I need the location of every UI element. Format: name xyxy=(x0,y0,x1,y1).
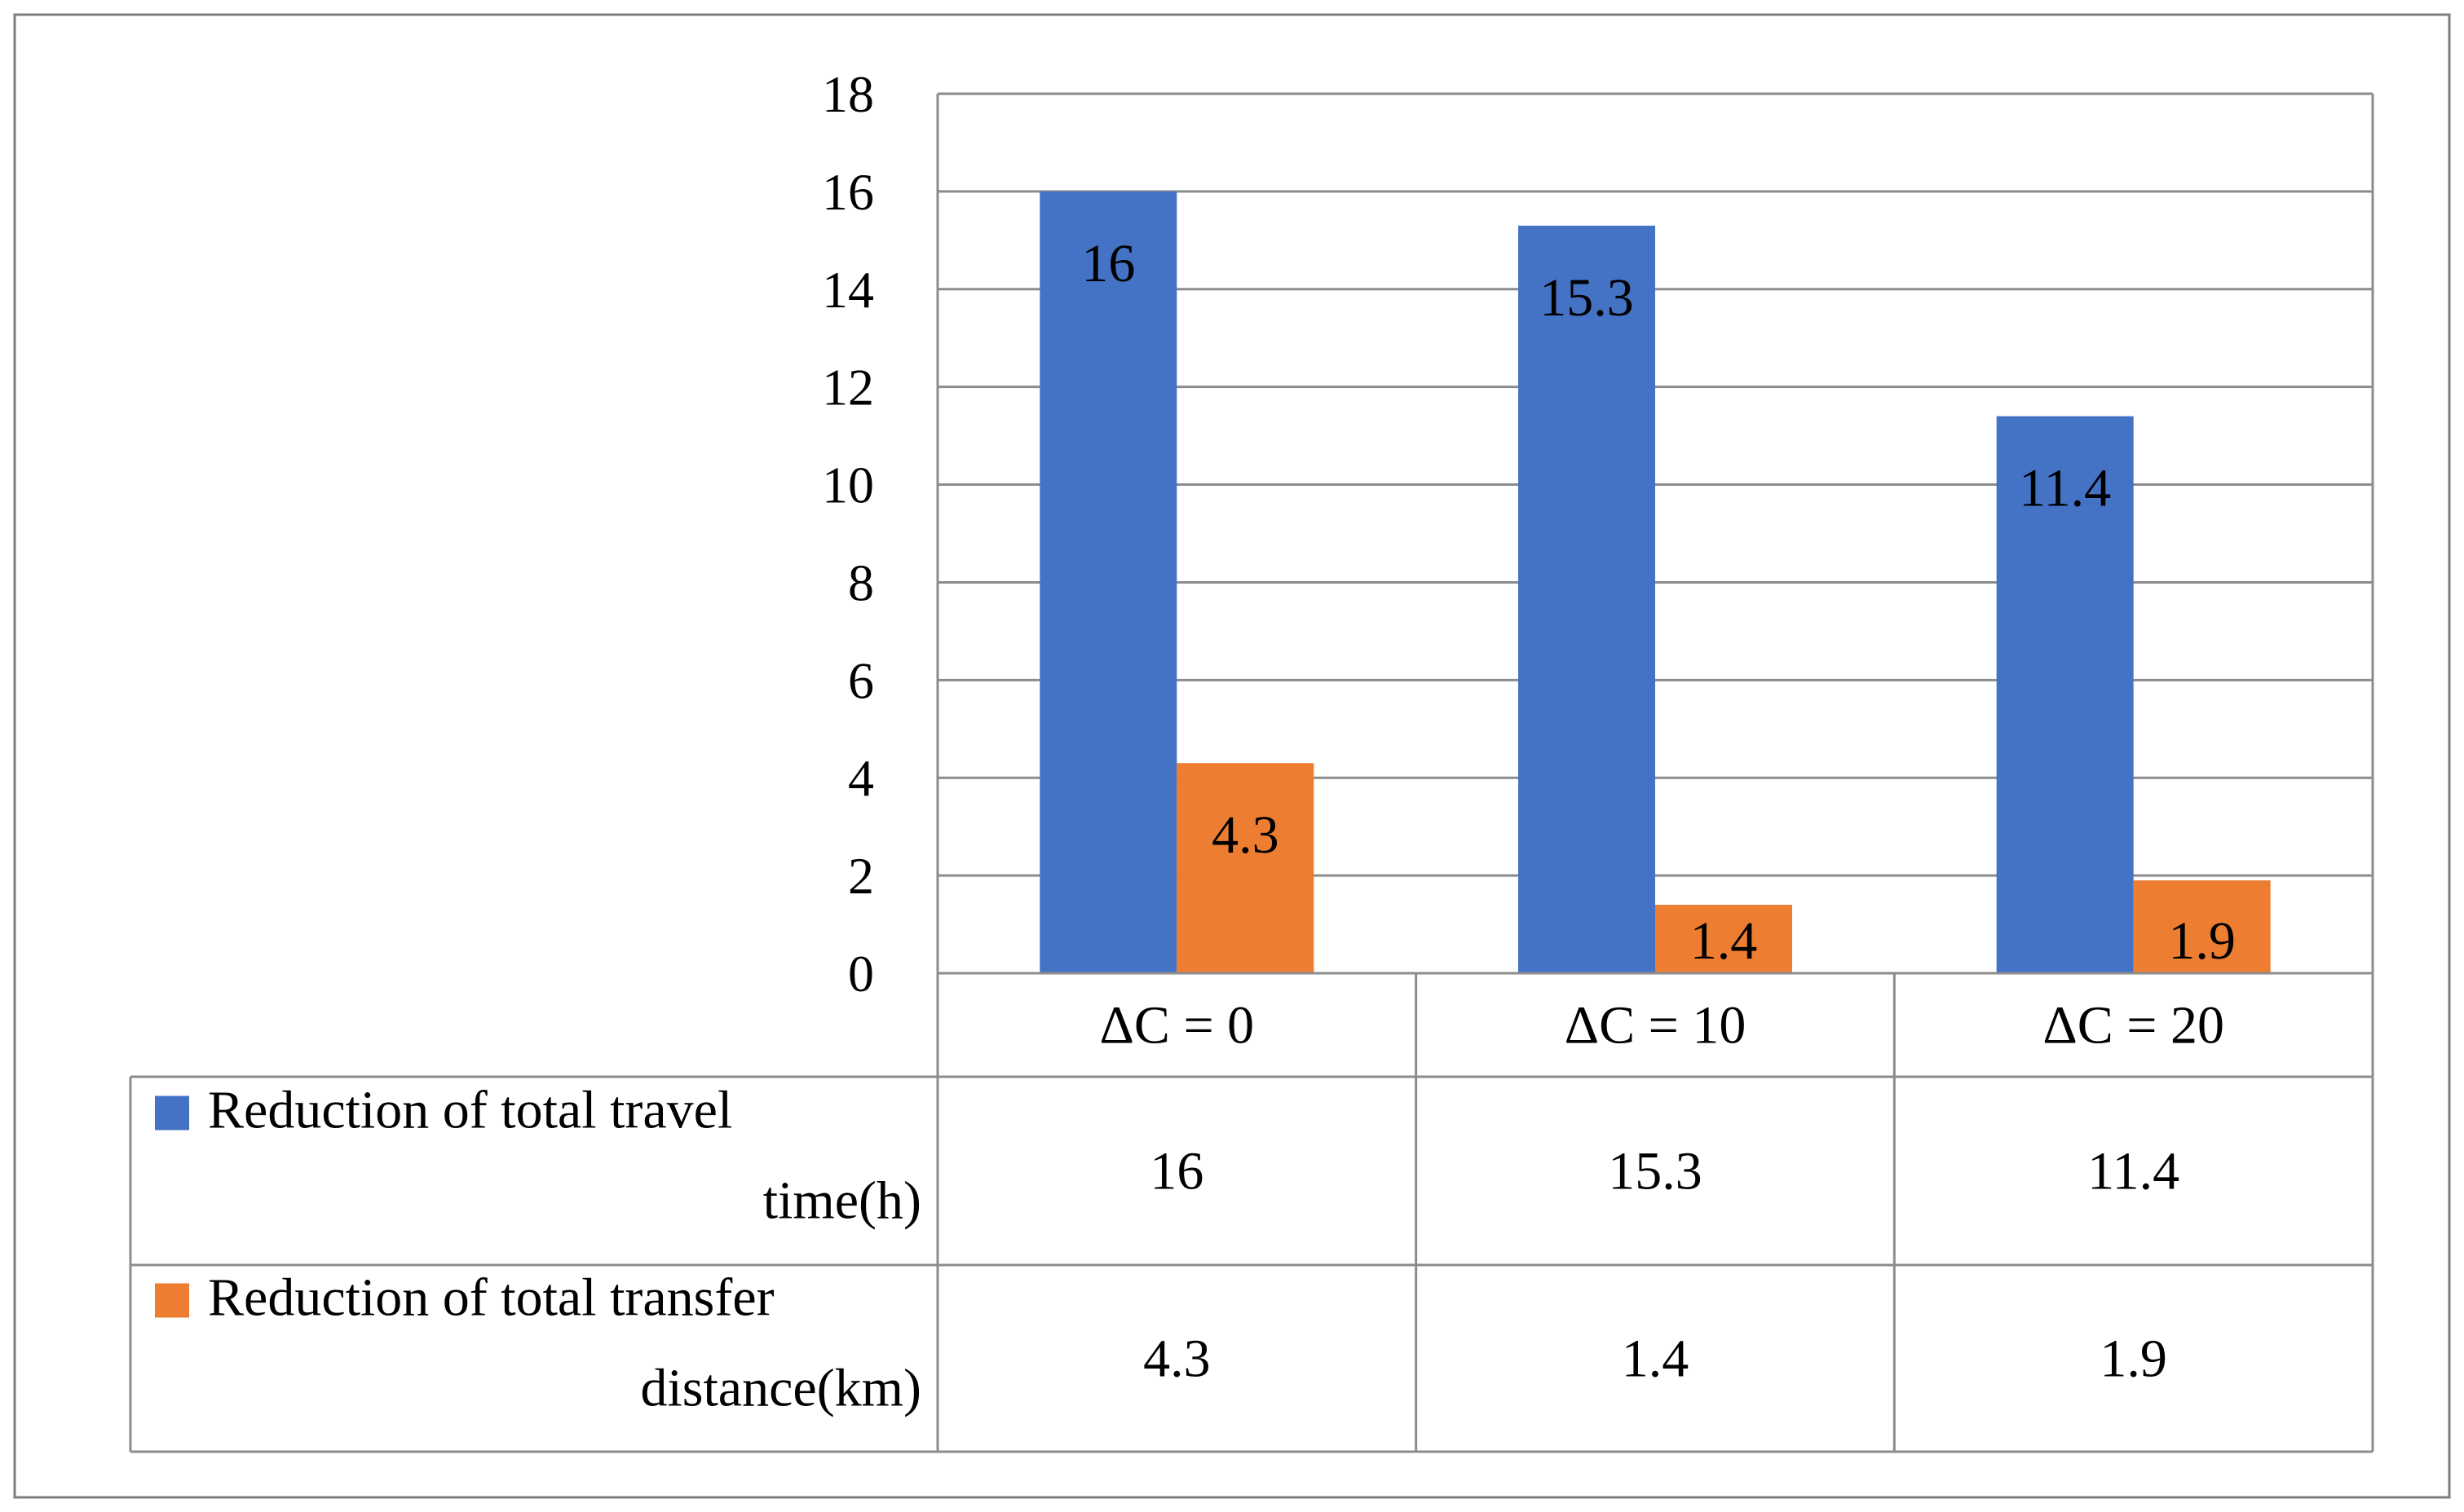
x-category-label: ΔC = 10 xyxy=(1565,996,1746,1056)
y-tick-label: 4 xyxy=(848,749,874,807)
legend-label: distance(km) xyxy=(640,1359,921,1418)
table-cell-value: 4.3 xyxy=(1143,1329,1211,1389)
table-cell-value: 16 xyxy=(1150,1142,1203,1201)
bar-data-label: 11.4 xyxy=(2019,459,2111,518)
legend-label: time(h) xyxy=(763,1171,921,1231)
bar-data-label: 1.9 xyxy=(2168,911,2236,971)
table-cell-value: 1.9 xyxy=(2100,1329,2167,1389)
bar-data-label: 1.4 xyxy=(1690,911,1758,971)
table-cell-value: 11.4 xyxy=(2087,1142,2179,1201)
bar-data-labels: 16 15.3 11.4 4.3 1.4 1.9 xyxy=(1081,234,2236,971)
data-table: ΔC = 0 ΔC = 10 ΔC = 20 Reduction of total t… xyxy=(129,972,2374,1453)
legend-label: Reduction of total travel xyxy=(208,1081,732,1140)
bar-s0-c0 xyxy=(1040,191,1177,973)
table-cell-value: 15.3 xyxy=(1608,1142,1702,1201)
legend-swatch-0 xyxy=(155,1095,189,1131)
y-tick-label: 2 xyxy=(848,847,874,905)
y-tick-label: 16 xyxy=(822,163,874,221)
y-tick-label: 6 xyxy=(848,651,874,709)
bars xyxy=(1040,191,2271,974)
y-tick-label: 12 xyxy=(822,359,874,417)
y-tick-label: 10 xyxy=(822,456,874,514)
y-tick-label: 18 xyxy=(822,65,874,123)
x-category-label: ΔC = 20 xyxy=(2042,996,2224,1056)
bar-s0-c2 xyxy=(1996,416,2134,974)
legend-swatch-1 xyxy=(155,1283,189,1318)
bar-s1-c1 xyxy=(1655,905,1792,973)
table-cell-value: 1.4 xyxy=(1622,1329,1689,1389)
legend-label: Reduction of total transfer xyxy=(208,1268,775,1328)
y-axis-tick-labels: 0 2 4 6 8 10 12 14 16 18 xyxy=(822,65,874,1003)
y-tick-label: 0 xyxy=(848,945,874,1003)
bar-data-label: 15.3 xyxy=(1539,268,1634,328)
y-tick-label: 8 xyxy=(848,553,874,611)
y-tick-label: 14 xyxy=(822,261,874,319)
bar-s0-c1 xyxy=(1518,225,1655,974)
bar-s1-c2 xyxy=(2133,880,2271,973)
bar-s1-c0 xyxy=(1177,763,1314,973)
bar-data-label: 16 xyxy=(1081,234,1135,293)
x-category-label: ΔC = 0 xyxy=(1099,996,1254,1056)
bar-data-label: 4.3 xyxy=(1212,805,1279,865)
